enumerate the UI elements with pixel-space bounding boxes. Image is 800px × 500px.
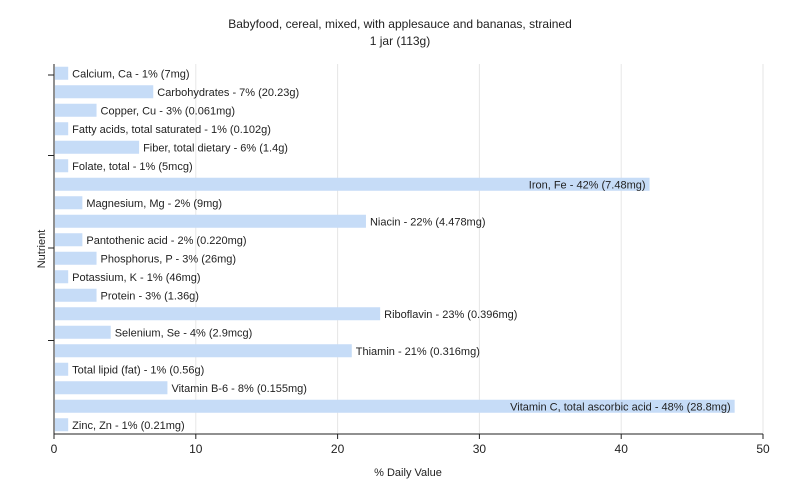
bar-label: Thiamin - 21% (0.316mg) [356,346,480,358]
bar [55,418,69,432]
x-tick-label: 40 [615,442,629,456]
x-axis-title: % Daily Value [374,467,442,479]
bar [55,196,83,210]
bar [55,381,168,395]
bar-label: Vitamin C, total ascorbic acid - 48% (28… [510,401,731,413]
x-tick-label: 20 [331,442,345,456]
bar-label: Potassium, K - 1% (46mg) [72,272,200,284]
bar-label: Fiber, total dietary - 6% (1.4g) [143,142,288,154]
bar [55,66,69,80]
bar [55,288,97,302]
bar-label: Riboflavin - 23% (0.396mg) [384,309,517,321]
bar-label: Niacin - 22% (4.478mg) [370,216,486,228]
bar [55,344,352,358]
bars [55,66,735,432]
y-axis-title: Nutrient [36,230,48,269]
bar-label: Pantothenic acid - 2% (0.220mg) [86,235,246,247]
bar-label: Calcium, Ca - 1% (7mg) [72,68,189,80]
plot-area [54,64,763,434]
bar-label: Copper, Cu - 3% (0.061mg) [101,105,236,117]
bar [55,177,650,191]
bar [55,159,69,173]
bar [55,325,111,339]
bar [55,122,69,136]
bar-label: Iron, Fe - 42% (7.48mg) [529,179,646,191]
x-tick-label: 10 [189,442,203,456]
bar [55,214,366,228]
bar-label: Fatty acids, total saturated - 1% (0.102… [72,124,271,136]
chart-title: Babyfood, cereal, mixed, with applesauce… [228,17,572,31]
x-ticks: 0 10 20 30 40 50 [51,434,770,456]
bar [55,85,154,99]
bar-label: Phosphorus, P - 3% (26mg) [101,253,237,265]
bar-label: Vitamin B-6 - 8% (0.155mg) [171,383,307,395]
bar [55,140,140,154]
bar-label: Magnesium, Mg - 2% (9mg) [86,198,222,210]
axes [53,64,763,435]
bar-label: Folate, total - 1% (5mcg) [72,161,192,173]
grid-lines [195,64,764,434]
bar-label: Total lipid (fat) - 1% (0.56g) [72,364,204,376]
bar-label: Selenium, Se - 4% (2.9mcg) [115,327,253,339]
bar-label: Carbohydrates - 7% (20.23g) [157,87,299,99]
bar [55,307,381,321]
x-tick-label: 0 [51,442,58,456]
bar-label: Zinc, Zn - 1% (0.21mg) [72,420,184,432]
bar [55,233,83,247]
bar [55,362,69,376]
bar [55,251,97,265]
x-tick-label: 30 [473,442,487,456]
bar-label: Protein - 3% (1.36g) [101,290,199,302]
bar [55,270,69,284]
bar-labels: Calcium, Ca - 1% (7mg) Carbohydrates - 7%… [72,68,730,432]
bar [55,103,97,117]
y-ticks [48,74,54,341]
x-tick-label: 50 [756,442,770,456]
bar [55,399,735,413]
chart-subtitle: 1 jar (113g) [370,34,430,48]
